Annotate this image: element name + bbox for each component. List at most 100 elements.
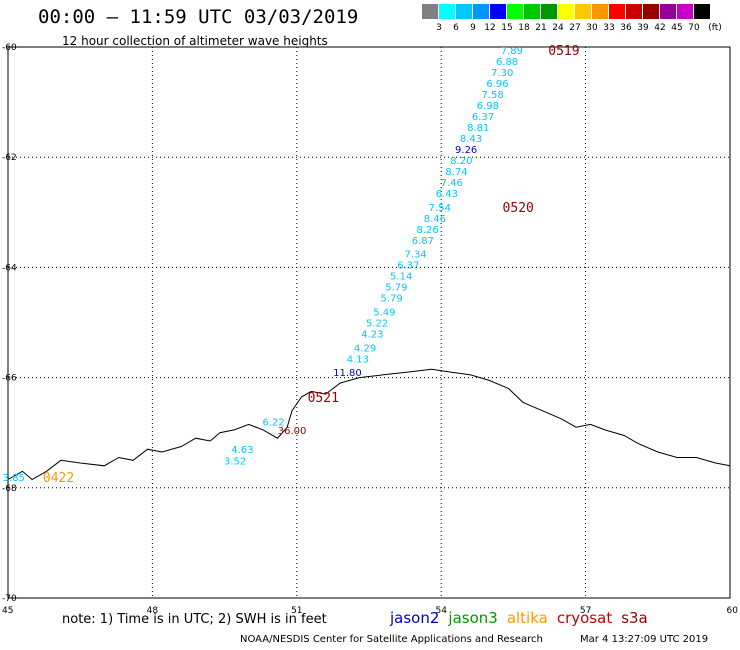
wave-height-label: 8.74 — [445, 167, 467, 178]
lon-tick-label: 48 — [147, 606, 159, 616]
wave-height-label: 5.14 — [390, 272, 412, 283]
satellite-s3a: s3a — [621, 609, 648, 627]
wave-height-label: 5.79 — [385, 283, 407, 294]
wave-height-label: 6.88 — [496, 57, 518, 68]
lon-tick-label: 45 — [2, 606, 13, 616]
lat-tick-label: -66 — [2, 374, 17, 384]
wave-height-label: 8.26 — [417, 225, 439, 236]
wave-height-label: 7.54 — [429, 203, 451, 214]
wave-height-label: 6.22 — [263, 418, 285, 429]
wave-height-label: 6.37 — [397, 261, 419, 272]
legend-label: 15 — [501, 23, 513, 33]
wave-height-label: 6.37 — [472, 112, 494, 123]
legend-swatch — [677, 4, 693, 19]
map-border — [7, 46, 731, 599]
wave-height-label: 8.20 — [450, 156, 472, 167]
wave-height-label: 11.80 — [333, 368, 362, 379]
map-frame — [7, 46, 731, 599]
satellite-altika: altika — [506, 609, 548, 627]
legend-swatch — [507, 4, 523, 19]
legend-swatch — [473, 4, 489, 19]
axis-labels: 45 48 51 54 57 60 -60 -62 -64 -66 -68 -70 — [2, 43, 738, 616]
legend-swatch — [490, 4, 506, 19]
legend-swatch — [660, 4, 676, 19]
wave-height-label: 4.23 — [361, 330, 383, 341]
wave-height-label: 7.58 — [482, 90, 504, 101]
wave-height-label: 3.52 — [224, 456, 246, 467]
footer-credit: NOAA/NESDIS Center for Satellite Applica… — [240, 634, 543, 645]
legend-swatch — [558, 4, 574, 19]
wave-height-label: 4.29 — [354, 343, 376, 354]
satellite-cryosat: cryosat — [556, 609, 613, 627]
legend-unit: (ft) — [708, 23, 722, 33]
wave-height-label: 8.43 — [460, 134, 482, 145]
legend-swatch — [592, 4, 608, 19]
lon-tick-label: 60 — [727, 606, 739, 616]
wave-height-label: 6.87 — [412, 236, 434, 247]
wave-height-label: 8.46 — [424, 214, 446, 225]
wave-height-label: 6.43 — [436, 189, 458, 200]
lat-tick-label: -70 — [2, 594, 17, 604]
chart-subtitle: 12 hour collection of altimeter wave hei… — [62, 34, 328, 48]
lat-tick-label: -64 — [2, 263, 17, 273]
legend-label: 24 — [552, 23, 564, 33]
legend-label: 45 — [671, 23, 683, 33]
lon-tick-label: 51 — [291, 606, 302, 616]
lat-tick-label: -68 — [2, 484, 17, 494]
wave-height-label: 36.00 — [278, 426, 307, 437]
legend-swatch — [643, 4, 659, 19]
satellite-jason2: jason2 — [390, 609, 440, 627]
legend-label: 21 — [535, 23, 547, 33]
satellite-legend: jason2 jason3 altika cryosat s3a — [390, 609, 657, 627]
lon-tick-label: 54 — [435, 606, 447, 616]
pass-time-label: 0520 — [503, 201, 534, 216]
lon-tick-label: 57 — [580, 606, 591, 616]
legend-label: 18 — [518, 23, 530, 33]
lat-tick-label: -60 — [2, 43, 17, 53]
legend-label: 36 — [620, 23, 632, 33]
legend-label: 6 — [453, 23, 459, 33]
pass-time-label: 0422 — [43, 471, 74, 486]
legend-label: 70 — [688, 23, 700, 33]
legend-label: 42 — [654, 23, 666, 33]
antarctic-coastline — [7, 368, 731, 481]
chart-title: 00:00 – 11:59 UTC 03/03/2019 — [38, 6, 359, 28]
footer-timestamp: Mar 4 13:27:09 UTC 2019 — [580, 634, 709, 645]
wave-height-label: 5.22 — [366, 319, 388, 330]
lat-lon-grid — [8, 47, 730, 598]
wave-height-label: 5.79 — [380, 294, 402, 305]
legend-swatch — [422, 4, 438, 19]
pass-time-label: 0521 — [308, 391, 339, 406]
footer-note: note: 1) Time is in UTC; 2) SWH is in fe… — [62, 612, 327, 627]
legend-swatch — [456, 4, 472, 19]
altimeter-track: 7.896.887.306.967.586.986.378.818.439.26… — [3, 46, 523, 484]
legend-swatch — [575, 4, 591, 19]
legend-swatch — [524, 4, 540, 19]
lat-tick-label: -62 — [2, 153, 17, 163]
legend-swatch — [439, 4, 455, 19]
wave-height-label: 4.13 — [347, 354, 369, 365]
coastline-path — [7, 368, 731, 481]
legend-label: 27 — [569, 23, 581, 33]
wave-height-label: 4.63 — [231, 445, 253, 456]
legend-label: 39 — [637, 23, 649, 33]
legend-label: 9 — [470, 23, 476, 33]
legend-swatch — [609, 4, 625, 19]
wave-height-label: 7.46 — [441, 178, 463, 189]
wave-height-label: 5.49 — [373, 307, 395, 318]
wave-height-label: 6.98 — [477, 101, 499, 112]
wave-height-label: 7.30 — [491, 68, 513, 79]
time-labels: 0519 0520 0521 0422 — [43, 44, 580, 486]
legend-label: 30 — [586, 23, 598, 33]
wave-height-label: 6.96 — [486, 79, 508, 90]
color-scale-legend: 3 6 9 12 15 18 21 24 27 30 33 36 39 42 45 70 (ft) — [422, 4, 740, 38]
satellite-jason3: jason3 — [448, 609, 498, 627]
wave-height-label: 7.89 — [501, 46, 523, 57]
wave-height-label: 9.26 — [455, 145, 477, 156]
legend-swatch — [694, 4, 710, 19]
wave-height-label: 7.34 — [404, 250, 426, 261]
legend-label: 33 — [603, 23, 615, 33]
legend-label: 12 — [484, 23, 496, 33]
wave-height-label: 8.81 — [467, 123, 489, 134]
